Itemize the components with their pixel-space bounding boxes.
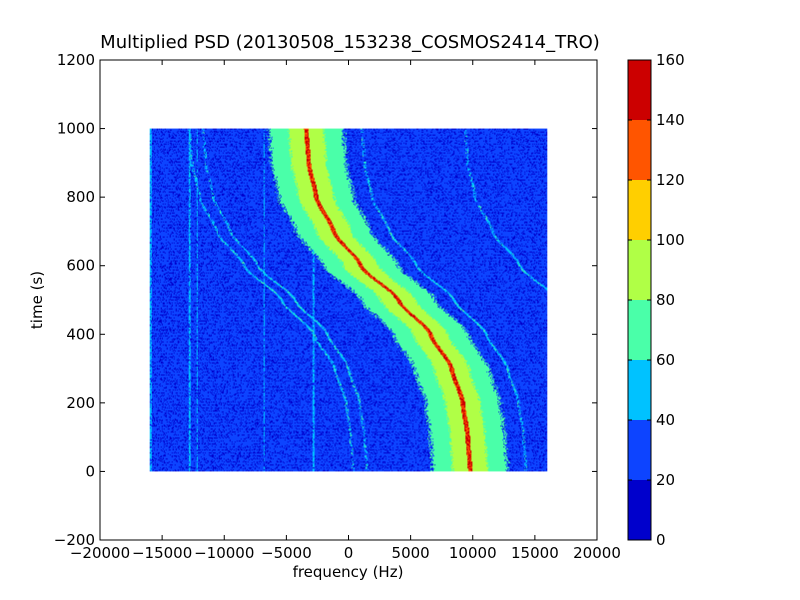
colorbar-tick-label: 100 [656,231,685,249]
y-tick-label: 1200 [57,51,95,69]
colorbar-tick-label: 120 [656,171,685,189]
x-tick-label: 10000 [449,544,497,562]
x-tick-label: 15000 [511,544,559,562]
chart-title: Multiplied PSD (20130508_153238_COSMOS24… [100,32,600,53]
x-tick-label: 5000 [392,544,430,562]
y-tick-label: 400 [66,325,95,343]
colorbar-tick-label: 80 [656,291,675,309]
colorbar-bin [628,300,651,360]
x-tick-label: −10000 [194,544,254,562]
colorbar-bin [628,480,651,540]
x-tick-label: 0 [344,544,354,562]
colorbar-bins [628,60,651,540]
plot-area: −20000 −15000 −10000 −5000 0 5000 10000 15000 20… [54,51,621,562]
heatmap-image [149,128,548,472]
y-axis-label: time (s) [28,271,46,329]
colorbar: 0 20 40 60 80 100 120 140 160 [627,51,685,549]
colorbar-tick-label: 160 [656,51,685,69]
y-tick-label: 1000 [57,120,95,138]
colorbar-bin [628,60,651,120]
colorbar-tick-label: 60 [656,351,675,369]
colorbar-ticks: 0 20 40 60 80 100 120 140 160 [628,51,685,549]
y-tick-label: 800 [66,188,95,206]
x-tick-label: −5000 [261,544,312,562]
colorbar-tick-label: 20 [656,471,675,489]
x-axis-label: frequency (Hz) [293,563,404,581]
colorbar-frame [627,59,652,541]
colorbar-bin [628,180,651,240]
x-axis-ticks: −20000 −15000 −10000 −5000 0 5000 10000 15000 20… [70,60,621,562]
colorbar-bin [628,120,651,180]
colorbar-tick-label: 0 [656,531,666,549]
colorbar-tick-label: 40 [656,411,675,429]
y-tick-label: 200 [66,394,95,412]
y-tick-label: 0 [85,462,95,480]
colorbar-bin [628,420,651,480]
y-tick-label: 600 [66,257,95,275]
colorbar-bin [628,360,651,420]
y-tick-label: −200 [54,531,95,549]
plot-frame [99,59,598,541]
y-axis-ticks: −200 0 200 400 600 800 1000 1200 [54,51,597,549]
x-tick-label: −15000 [132,544,192,562]
x-tick-label: 20000 [573,544,621,562]
colorbar-bin [628,240,651,300]
x-tick-label: −20000 [70,544,130,562]
colorbar-tick-label: 140 [656,111,685,129]
